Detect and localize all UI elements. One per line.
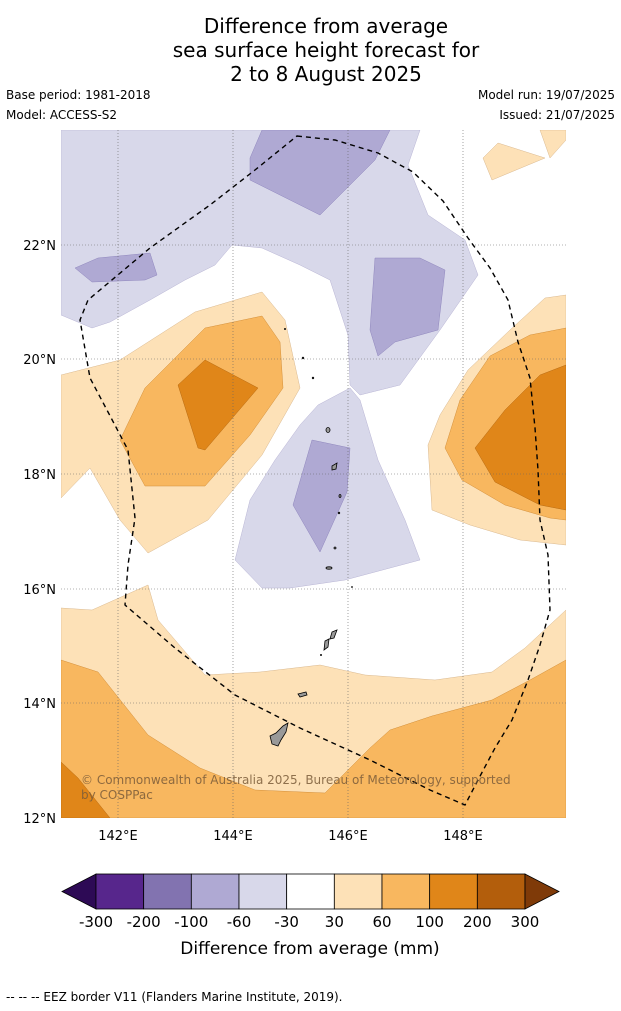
lat-tick-labels: 22°N 20°N 18°N 16°N 14°N 12°N bbox=[23, 239, 56, 827]
contour-pos100-southwest bbox=[61, 761, 111, 818]
contour-pos30-topright bbox=[539, 130, 566, 159]
eez-footnote: -- -- -- EEZ border V11 (Flanders Marine… bbox=[6, 990, 343, 1004]
colorbar-tick-label: 60 bbox=[372, 913, 391, 931]
model-label: Model: ACCESS-S2 bbox=[6, 108, 118, 122]
colorbar-tick-label: -30 bbox=[274, 913, 299, 931]
island-tinian bbox=[323, 638, 330, 651]
colorbar-bin bbox=[429, 873, 478, 910]
island-agrihan bbox=[325, 427, 331, 433]
island-small bbox=[351, 586, 353, 588]
colorbar-bin bbox=[286, 873, 335, 910]
colorbar-extend-high bbox=[524, 873, 560, 910]
island-ngulu bbox=[319, 654, 322, 657]
island-pagan bbox=[331, 462, 338, 471]
map-gridlines bbox=[61, 130, 566, 818]
contour-neg60-west bbox=[74, 252, 158, 283]
map-contours: © Commonwealth of Australia 2025, Bureau… bbox=[61, 130, 566, 818]
title-line-3: 2 to 8 August 2025 bbox=[230, 62, 422, 86]
colorbar-tick-label: 100 bbox=[415, 913, 444, 931]
colorbar-bin bbox=[143, 873, 192, 910]
copyright-text-line1: © Commonwealth of Australia 2025, Bureau… bbox=[81, 773, 511, 787]
contour-pos100-east bbox=[474, 364, 566, 511]
lat-tick-12N: 12°N bbox=[23, 812, 56, 827]
island-anatahan bbox=[325, 566, 333, 570]
island-saipan bbox=[329, 629, 338, 640]
lat-tick-18N: 18°N bbox=[23, 468, 56, 483]
lon-tick-142E: 142°E bbox=[98, 829, 138, 844]
colorbar-extend-low bbox=[61, 873, 97, 910]
lon-tick-146E: 146°E bbox=[328, 829, 368, 844]
contour-pos60-south bbox=[61, 659, 566, 818]
island-uracas bbox=[283, 327, 286, 330]
island-sarigan bbox=[333, 546, 337, 550]
colorbar-tick-label: -100 bbox=[174, 913, 208, 931]
colorbar-bin bbox=[333, 873, 383, 910]
colorbar-tick-label: 300 bbox=[511, 913, 540, 931]
lat-tick-16N: 16°N bbox=[23, 583, 56, 598]
title-line-1: Difference from average bbox=[203, 14, 449, 38]
copyright-text-line2: by COSPPac bbox=[81, 788, 153, 802]
island-guguan bbox=[337, 511, 341, 515]
colorbar-bin bbox=[190, 873, 240, 910]
base-period-label: Base period: 1981-2018 bbox=[6, 88, 151, 102]
eez-border bbox=[79, 135, 551, 806]
colorbar-label: Difference from average (mm) bbox=[180, 939, 439, 959]
colorbar: -300 -200 -100 -60 -30 30 60 100 200 300 bbox=[61, 873, 560, 931]
model-run-label: Model run: 19/07/2025 bbox=[477, 88, 615, 102]
colorbar-tick-label: -60 bbox=[227, 913, 252, 931]
title-line-2: sea surface height forecast for bbox=[172, 38, 480, 62]
contour-pos30-northeast bbox=[482, 142, 546, 181]
island-rota bbox=[297, 691, 308, 698]
lat-tick-14N: 14°N bbox=[23, 697, 56, 712]
colorbar-bin bbox=[238, 873, 288, 910]
contour-neg60-east bbox=[369, 257, 446, 357]
lon-tick-labels: 142°E 144°E 146°E 148°E bbox=[98, 829, 483, 844]
island-asuncion bbox=[311, 376, 315, 380]
map-title: Difference from average sea surface heig… bbox=[0, 14, 621, 86]
island-maug bbox=[301, 356, 305, 360]
mariana-islands bbox=[269, 327, 353, 747]
colorbar-bin bbox=[95, 873, 145, 910]
contour-pos100-west bbox=[177, 359, 259, 451]
colorbar-bin bbox=[476, 873, 526, 910]
lon-tick-148E: 148°E bbox=[443, 829, 483, 844]
colorbar-bin bbox=[381, 873, 431, 910]
contour-neg60-top bbox=[249, 130, 391, 216]
lat-tick-20N: 20°N bbox=[23, 353, 56, 368]
island-alamagan bbox=[338, 494, 342, 498]
issued-label: Issued: 21/07/2025 bbox=[499, 108, 615, 122]
colorbar-tick-label: 30 bbox=[325, 913, 344, 931]
lon-tick-144E: 144°E bbox=[213, 829, 253, 844]
lat-tick-22N: 22°N bbox=[23, 239, 56, 254]
colorbar-tick-label: -200 bbox=[127, 913, 161, 931]
colorbar-tick-label: -300 bbox=[79, 913, 113, 931]
island-guam bbox=[269, 722, 289, 747]
colorbar-tick-label: 200 bbox=[463, 913, 492, 931]
